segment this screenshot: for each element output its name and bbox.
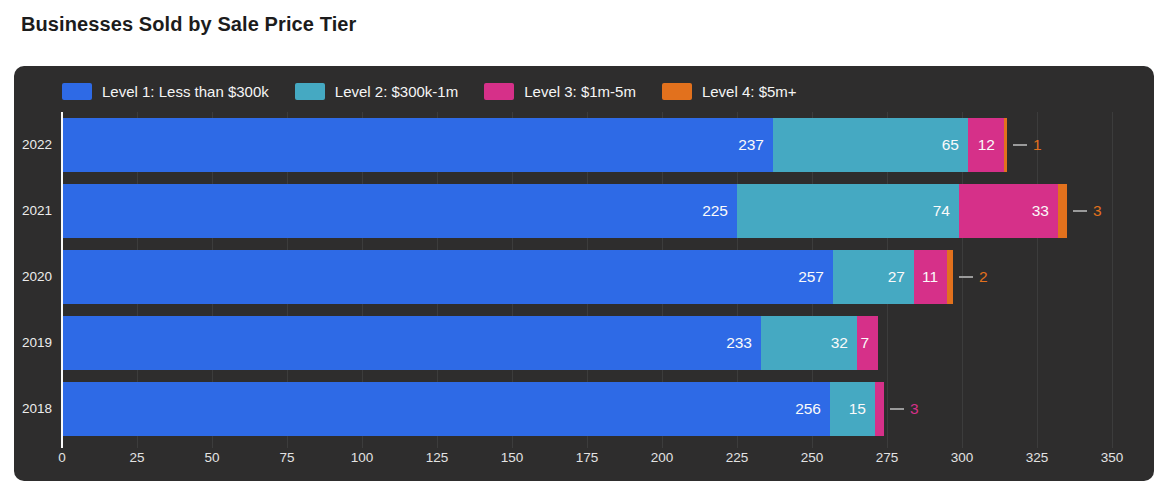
segment-value-label-outside: 3: [1093, 202, 1102, 220]
bar-row-2020: 257 27 11 2: [62, 244, 1154, 310]
segment-value-label: 12: [978, 136, 1004, 154]
legend-item-level-1[interactable]: Level 1: Less than $300k: [62, 83, 269, 100]
label-connector-line: [890, 408, 904, 410]
x-axis-tick-label: 125: [426, 450, 449, 465]
outside-label-group: 3: [884, 400, 919, 418]
x-axis-tick-label: 350: [1101, 450, 1124, 465]
segment-value-label: 27: [888, 268, 914, 286]
x-axis-tick-label: 175: [576, 450, 599, 465]
bar-segment-level-2-2019[interactable]: 32: [761, 316, 857, 370]
legend-item-level-3[interactable]: Level 3: $1m-5m: [484, 83, 636, 100]
x-axis-tick-label: 100: [351, 450, 374, 465]
x-axis-tick-label: 325: [1026, 450, 1049, 465]
legend-swatch-level-4: [662, 83, 692, 100]
outside-label-group: 2: [953, 268, 988, 286]
bar-segment-level-1-2018[interactable]: 256: [62, 382, 830, 436]
legend-label: Level 3: $1m-5m: [524, 83, 636, 100]
segment-value-label: 225: [702, 202, 737, 220]
bar-segment-level-3-2018[interactable]: [875, 382, 884, 436]
bar-row-2022: 237 65 12 1: [62, 112, 1154, 178]
segment-value-label: 7: [860, 334, 878, 352]
x-axis-tick-label: 225: [726, 450, 749, 465]
x-axis: 0255075100125150175200225250275300325350: [62, 442, 1154, 470]
y-axis-line: [61, 112, 63, 448]
bar-segment-level-3-2022[interactable]: 12: [968, 118, 1004, 172]
bar-segment-level-2-2022[interactable]: 65: [773, 118, 968, 172]
bar-segment-level-1-2022[interactable]: 237: [62, 118, 773, 172]
bar-row-2021: 22574333: [62, 178, 1154, 244]
legend-item-level-4[interactable]: Level 4: $5m+: [662, 83, 797, 100]
legend-label: Level 1: Less than $300k: [102, 83, 269, 100]
bar-row-2018: 256 15 3: [62, 376, 1154, 442]
x-axis-tick-label: 25: [129, 450, 144, 465]
bar-segment-level-1-2020[interactable]: 257: [62, 250, 833, 304]
segment-value-label: 257: [798, 268, 833, 286]
segment-value-label-outside: 1: [1033, 136, 1042, 154]
x-axis-tick-label: 0: [58, 450, 66, 465]
segment-value-label: 32: [831, 334, 857, 352]
outside-label-group: 3: [1067, 202, 1102, 220]
segment-value-label: 11: [922, 268, 947, 286]
label-connector-line: [959, 276, 973, 278]
y-axis-label: 2019: [14, 334, 52, 352]
bar-segment-level-1-2019[interactable]: 233: [62, 316, 761, 370]
segment-value-label: 33: [1032, 202, 1058, 220]
bar-segment-level-2-2020[interactable]: 27: [833, 250, 914, 304]
segment-value-label: 233: [726, 334, 761, 352]
x-axis-tick-label: 250: [801, 450, 824, 465]
y-axis-label: 2021: [14, 202, 52, 220]
bar-segment-level-3-2020[interactable]: 11: [914, 250, 947, 304]
bar-segment-level-2-2021[interactable]: 74: [737, 184, 959, 238]
bar-segment-level-3-2021[interactable]: 33: [959, 184, 1058, 238]
x-axis-tick-label: 200: [651, 450, 674, 465]
y-axis-label: 2022: [14, 136, 52, 154]
segment-value-label-outside: 2: [979, 268, 988, 286]
x-axis-tick-label: 275: [876, 450, 899, 465]
segment-value-label: 15: [849, 400, 875, 418]
bar-segment-level-1-2021[interactable]: 225: [62, 184, 737, 238]
plot-area: 2022237651212021225743332020257271122019…: [62, 112, 1154, 442]
outside-label-group: 1: [1007, 136, 1042, 154]
segment-value-label: 65: [942, 136, 968, 154]
bar-row-2019: 233 327: [62, 310, 1154, 376]
chart-panel: Level 1: Less than $300k Level 2: $300k-1…: [14, 66, 1154, 481]
legend-swatch-level-3: [484, 83, 514, 100]
legend-swatch-level-2: [295, 83, 325, 100]
legend-label: Level 2: $300k-1m: [335, 83, 458, 100]
bar-segment-level-4-2021[interactable]: [1058, 184, 1067, 238]
page-title: Businesses Sold by Sale Price Tier: [21, 11, 1168, 38]
x-axis-tick-label: 50: [204, 450, 219, 465]
y-axis-label: 2020: [14, 268, 52, 286]
segment-value-label: 256: [795, 400, 830, 418]
x-axis-tick-label: 150: [501, 450, 524, 465]
x-axis-tick-label: 75: [279, 450, 294, 465]
chart-legend: Level 1: Less than $300k Level 2: $300k-1…: [62, 82, 1154, 100]
y-axis-label: 2018: [14, 400, 52, 418]
segment-value-label: 237: [738, 136, 773, 154]
bar-segment-level-2-2018[interactable]: 15: [830, 382, 875, 436]
legend-swatch-level-1: [62, 83, 92, 100]
label-connector-line: [1013, 144, 1027, 146]
segment-value-label-outside: 3: [910, 400, 919, 418]
legend-label: Level 4: $5m+: [702, 83, 797, 100]
segment-value-label: 74: [933, 202, 959, 220]
label-connector-line: [1073, 210, 1087, 212]
legend-item-level-2[interactable]: Level 2: $300k-1m: [295, 83, 458, 100]
x-axis-tick-label: 300: [951, 450, 974, 465]
bar-segment-level-3-2019[interactable]: 7: [857, 316, 878, 370]
